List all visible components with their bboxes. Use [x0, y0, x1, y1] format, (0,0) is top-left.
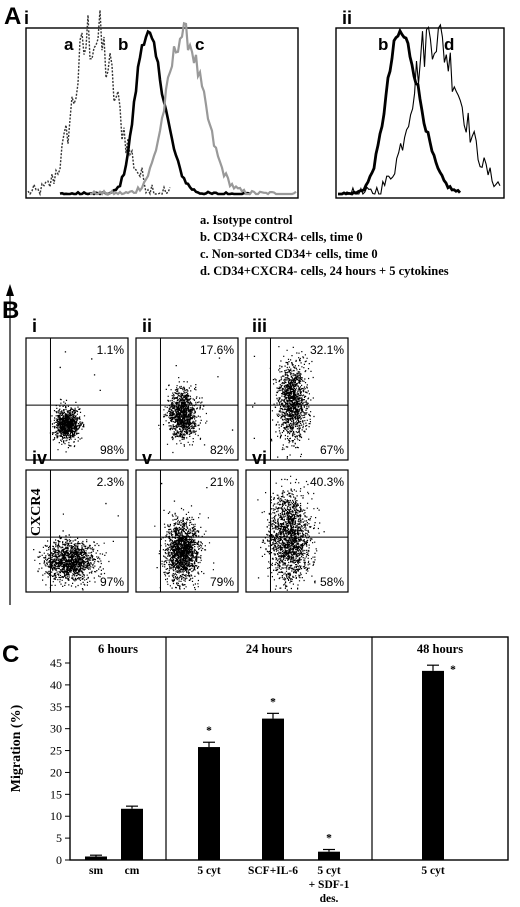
scatter-frame [25, 337, 129, 461]
upper-percent: 2.3% [97, 475, 125, 489]
significance-star: * [206, 725, 212, 737]
scatter-dots [154, 482, 215, 591]
y-tick-label: 10 [50, 809, 62, 823]
category-label: cm [125, 865, 140, 877]
scatter-dots [257, 475, 325, 591]
histogram-curve-ii-d [344, 23, 501, 196]
lower-percent: 97% [100, 575, 124, 589]
scatter-label-i: i [32, 316, 37, 336]
curve-label-c: c [195, 35, 204, 54]
bar [422, 670, 444, 860]
scatter-plot-i: i 1.1% 98% [25, 316, 129, 461]
y-tick-label: 20 [50, 765, 62, 779]
category-label: 5 cyt [197, 865, 220, 877]
panel-b-ylabel: CXCR4 [29, 489, 44, 536]
panel-b-axis [6, 284, 14, 605]
bar [318, 851, 340, 860]
scatter-plot-iii: iii 32.1% 67% [245, 316, 349, 461]
group-label: 6 hours [98, 642, 138, 656]
scatter-dots [252, 346, 315, 459]
scatter-frame [25, 469, 129, 593]
scatter-dots [49, 351, 101, 453]
y-tick-label: 35 [50, 700, 62, 714]
y-tick-label: 5 [56, 831, 62, 845]
scatter-frame [135, 469, 239, 593]
legend-entry: a. Isotype control [200, 213, 293, 227]
legend-entry: b. CD34+CXCR4- cells, time 0 [200, 230, 363, 244]
curve-label-ii-d: d [444, 35, 454, 54]
lower-percent: 58% [320, 575, 344, 589]
y-tick-label: 15 [50, 787, 62, 801]
lower-percent: 67% [320, 443, 344, 457]
scatter-plot-ii: ii 17.6% 82% [135, 316, 239, 461]
panel-letter-b: B [2, 297, 19, 324]
y-axis-label: Migration (%) [9, 704, 24, 792]
y-tick-label: 30 [50, 722, 62, 736]
group-label: 48 hours [417, 642, 463, 656]
histogram-curve-ii-b [338, 27, 462, 196]
panel-letter-c: C [2, 641, 19, 668]
histogram-a-i: a b c [27, 10, 297, 197]
scatter-plots: i 1.1% 98% ii 17.6% 82% iii 32.1% 67% iv 2.3% 97% v 2… [25, 316, 349, 593]
histogram-curve-a [27, 10, 171, 197]
category-label: 5 cyt [421, 865, 444, 877]
category-label: SCF+IL-6 [248, 865, 298, 877]
upper-percent: 40.3% [310, 475, 344, 489]
y-tick-label: 25 [50, 744, 62, 758]
legend-entry: c. Non-sorted CD34+ cells, time 0 [200, 247, 378, 261]
upper-percent: 32.1% [310, 343, 344, 357]
bar-chart-frame [69, 636, 509, 861]
category-label: 5 cyt [317, 865, 340, 877]
y-tick-label: 40 [50, 678, 62, 692]
significance-star: * [450, 664, 456, 676]
scatter-frame [245, 469, 349, 593]
scatter-label-iii: iii [252, 316, 267, 336]
y-tick-label: 45 [50, 656, 62, 670]
scatter-dots [33, 502, 119, 591]
upper-percent: 1.1% [97, 343, 125, 357]
bar [262, 718, 284, 860]
bar [85, 856, 107, 860]
panel-letter-a: A [4, 3, 21, 30]
histogram-curve-c [90, 21, 297, 196]
scatter-label-ii: ii [142, 316, 152, 336]
bar [198, 747, 220, 860]
lower-percent: 98% [100, 443, 124, 457]
significance-star: * [326, 832, 332, 844]
scatter-frame [135, 337, 239, 461]
legend-entry: d. CD34+CXCR4- cells, 24 hours + 5 cytok… [200, 264, 449, 278]
scatter-plot-v: v 21% 79% [135, 448, 239, 593]
significance-star: * [270, 696, 276, 708]
bar [121, 808, 143, 860]
curve-label-b: b [118, 35, 128, 54]
category-label: sm [89, 865, 103, 877]
histogram-a-i-frame [25, 27, 299, 199]
scatter-plot-vi: vi 40.3% 58% [245, 448, 349, 593]
panel-a-ii-label: ii [342, 8, 352, 28]
panel-a-i-label: i [24, 8, 29, 28]
histogram-a-ii-frame [335, 27, 505, 199]
arrow-up-icon [6, 284, 14, 296]
scatter-label-iv: iv [32, 448, 47, 468]
bar-chart: 6 hours 24 hours 48 hours 0 5 10 15 20 25 30 35 40 4… [9, 636, 509, 905]
scatter-label-v: v [142, 448, 152, 468]
group-label: 24 hours [246, 642, 292, 656]
category-label: + SDF-1 [309, 879, 350, 891]
upper-percent: 21% [210, 475, 234, 489]
y-tick-label: 0 [56, 853, 62, 867]
scatter-label-vi: vi [252, 448, 267, 468]
scatter-plot-iv: iv 2.3% 97% [25, 448, 129, 593]
curve-label-a: a [64, 35, 74, 54]
scatter-frame [245, 337, 349, 461]
upper-percent: 17.6% [200, 343, 234, 357]
curve-label-ii-b: b [378, 35, 388, 54]
legend: a. Isotype control b. CD34+CXCR4- cells, … [200, 213, 449, 278]
lower-percent: 79% [210, 575, 234, 589]
lower-percent: 82% [210, 443, 234, 457]
scatter-dots [158, 357, 234, 454]
category-label: des. [320, 893, 339, 905]
